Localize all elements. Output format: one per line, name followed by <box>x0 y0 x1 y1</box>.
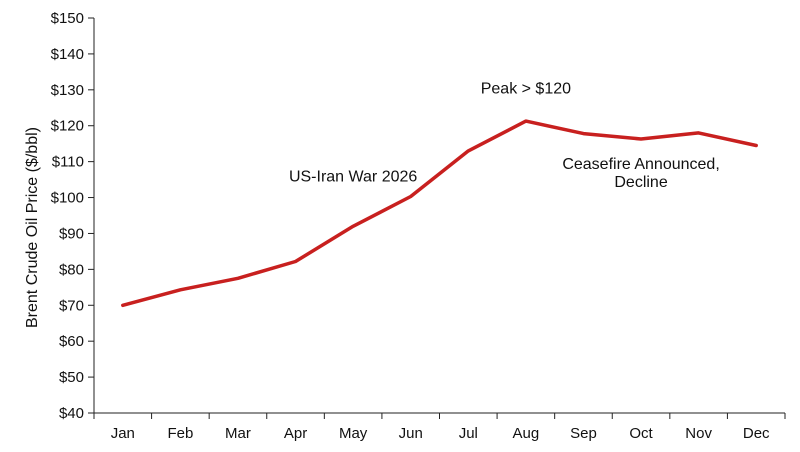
x-tick-label: Mar <box>225 425 251 442</box>
chart-annotation: Ceasefire Announced, <box>562 156 719 173</box>
x-axis-ticks: Jan Feb Mar Apr May Jun Jul Aug Sep Oct Nov Dec <box>93 413 786 442</box>
series-line <box>121 119 758 308</box>
y-tick-label: $150 <box>51 10 84 27</box>
y-tick-label: $40 <box>59 405 84 422</box>
y-tick-label: $70 <box>59 297 84 314</box>
x-tick-label: Feb <box>167 425 193 442</box>
y-tick-label: $60 <box>59 333 84 350</box>
x-tick-label: Aug <box>513 425 540 442</box>
x-tick-label: Apr <box>284 425 307 442</box>
y-axis-ticks: $40 $50 $60 $70 $80 $90 $100 $110 $120 $130 $140 $1… <box>51 10 94 422</box>
x-tick-label: Dec <box>743 425 770 442</box>
chart-annotation: Peak > $120 <box>481 80 571 97</box>
x-tick-label: Nov <box>685 425 712 442</box>
x-tick-label: Oct <box>629 425 653 442</box>
chart-annotation: US-Iran War 2026 <box>289 168 417 185</box>
annotation-layer: Peak > $120 US-Iran War 2026 Ceasefire Ann… <box>289 80 720 190</box>
x-tick-label: May <box>339 425 368 442</box>
y-axis-title: Brent Crude Oil Price ($/bbl) <box>24 127 41 328</box>
x-tick-label: Jul <box>459 425 478 442</box>
y-tick-label: $110 <box>52 154 84 171</box>
chart-annotation: Decline <box>614 174 667 191</box>
y-tick-label: $100 <box>51 190 84 207</box>
series-layer <box>121 119 758 308</box>
x-tick-label: Jan <box>111 425 135 442</box>
y-tick-label: $130 <box>51 82 84 99</box>
y-tick-label: $120 <box>51 118 84 135</box>
x-tick-label: Jun <box>399 425 423 442</box>
y-tick-label: $140 <box>51 46 84 63</box>
x-tick-label: Sep <box>570 425 597 442</box>
y-tick-label: $50 <box>59 369 84 386</box>
y-tick-label: $90 <box>59 225 84 242</box>
y-tick-label: $80 <box>59 261 84 278</box>
